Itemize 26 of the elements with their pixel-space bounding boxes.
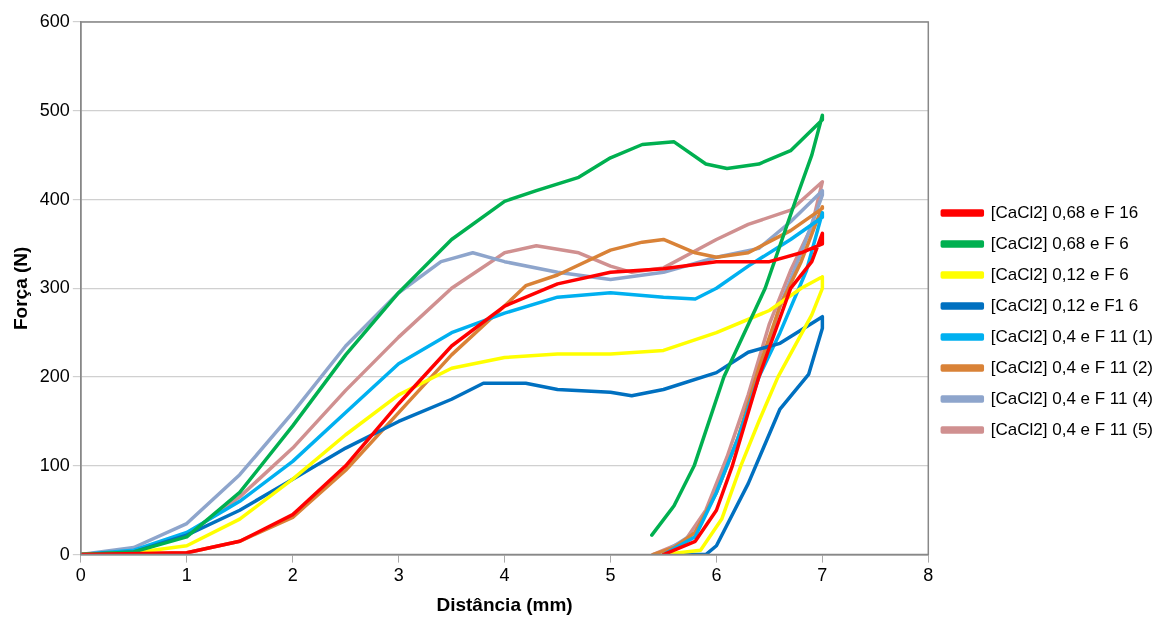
y-tick-label: 0: [59, 543, 70, 564]
x-tick-label: 7: [817, 565, 828, 586]
legend-label: [CaCl2] 0,68 e F 16: [990, 202, 1139, 222]
x-tick-label: 3: [393, 565, 404, 586]
y-tick-label: 500: [39, 99, 70, 120]
x-tick-label: 6: [711, 565, 722, 586]
legend-label: [CaCl2] 0,68 e F 6: [990, 233, 1129, 253]
x-tick-label: 5: [605, 565, 616, 586]
x-tick-label: 2: [287, 565, 298, 586]
legend-label: [CaCl2] 0,4 e F 11 (4): [990, 388, 1154, 408]
x-tick-label: 4: [499, 565, 510, 586]
legend-label: [CaCl2] 0,12 e F 6: [990, 264, 1129, 284]
x-tick-label: 8: [923, 565, 934, 586]
legend-label: [CaCl2] 0,4 e F 11 (2): [990, 357, 1154, 377]
x-tick-label: 1: [181, 565, 192, 586]
legend-label: [CaCl2] 0,4 e F 11 (5): [990, 419, 1154, 439]
y-axis-title: Força (N): [9, 246, 31, 330]
x-tick-label: 0: [75, 565, 86, 586]
y-tick-label: 100: [39, 454, 70, 475]
legend-label: [CaCl2] 0,12 e F1 6: [990, 295, 1139, 315]
y-tick-label: 300: [39, 277, 70, 298]
y-tick-label: 600: [39, 10, 70, 31]
y-tick-label: 200: [39, 366, 70, 387]
x-axis-title: Distância (mm): [436, 593, 573, 615]
legend-label: [CaCl2] 0,4 e F 11 (1): [990, 326, 1154, 346]
y-tick-label: 400: [39, 188, 70, 209]
